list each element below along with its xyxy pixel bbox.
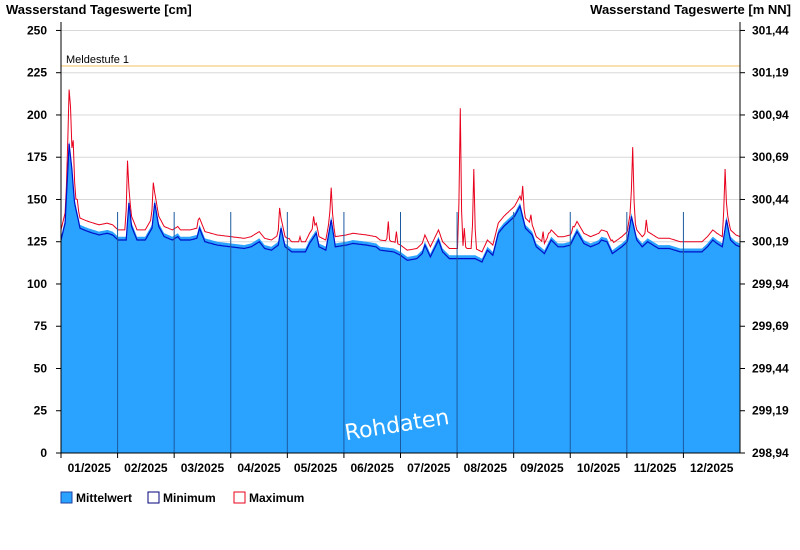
y-left-tick-label: 25 <box>34 404 48 418</box>
y-right-tick-label: 299,19 <box>752 404 789 418</box>
y-right-tick-label: 300,69 <box>752 150 789 164</box>
y-left-tick-label: 200 <box>27 108 47 122</box>
x-tick-label: 08/2025 <box>464 461 508 475</box>
y-right-tick-label: 299,69 <box>752 319 789 333</box>
y-left-tick-label: 125 <box>27 235 47 249</box>
y-axis-left-ticks: 0 25 50 75 100 125 150 175 200 225 250 <box>27 23 61 460</box>
y-right-tick-label: 300,19 <box>752 235 789 249</box>
x-tick-label: 10/2025 <box>577 461 621 475</box>
y-left-tick-label: 150 <box>27 192 47 206</box>
x-tick-label: 09/2025 <box>520 461 564 475</box>
legend-swatch-mean <box>60 491 73 504</box>
y-right-tick-label: 298,94 <box>752 446 789 460</box>
title-left: Wasserstand Tageswerte [cm] <box>6 2 192 17</box>
y-right-tick-label: 300,44 <box>752 192 789 206</box>
legend-item-mean: Mittelwert <box>60 491 132 505</box>
x-tick-label: 04/2025 <box>237 461 281 475</box>
threshold-label: Meldestufe 1 <box>66 54 129 66</box>
legend-swatch-minimum <box>147 491 160 504</box>
y-left-tick-label: 100 <box>27 277 47 291</box>
x-tick-label: 06/2025 <box>351 461 395 475</box>
x-tick-label: 12/2025 <box>690 461 734 475</box>
legend: Mittelwert Minimum Maximum <box>60 491 304 505</box>
x-tick-label: 05/2025 <box>294 461 338 475</box>
legend-label-mean: Mittelwert <box>76 491 132 505</box>
y-axis-right-ticks: 298,94 299,19 299,44 299,69 299,94 300,19 300,… <box>740 23 789 460</box>
x-tick-label: 03/2025 <box>181 461 225 475</box>
y-right-tick-label: 299,44 <box>752 361 789 375</box>
y-left-tick-label: 250 <box>27 23 47 37</box>
legend-item-minimum: Minimum <box>147 491 216 505</box>
legend-item-maximum: Maximum <box>233 491 304 505</box>
legend-label-minimum: Minimum <box>163 491 216 505</box>
title-right: Wasserstand Tageswerte [m NN] <box>590 2 791 17</box>
y-right-tick-label: 301,44 <box>752 23 789 37</box>
legend-swatch-maximum <box>233 491 246 504</box>
y-left-tick-label: 50 <box>34 361 48 375</box>
x-tick-label: 01/2025 <box>68 461 112 475</box>
x-tick-label: 07/2025 <box>407 461 451 475</box>
y-left-tick-label: 0 <box>40 446 47 460</box>
y-right-tick-label: 299,94 <box>752 277 789 291</box>
month-separators <box>117 212 684 453</box>
y-right-tick-label: 300,94 <box>752 108 789 122</box>
x-axis-ticks: 01/2025 02/2025 03/2025 04/2025 05/2025 06/20… <box>60 453 734 475</box>
y-left-tick-label: 175 <box>27 150 47 164</box>
y-left-tick-label: 75 <box>34 319 48 333</box>
x-tick-label: 02/2025 <box>124 461 168 475</box>
y-right-tick-label: 301,19 <box>752 66 789 80</box>
legend-label-maximum: Maximum <box>249 491 304 505</box>
x-tick-label: 11/2025 <box>634 461 677 475</box>
y-left-tick-label: 225 <box>27 66 47 80</box>
